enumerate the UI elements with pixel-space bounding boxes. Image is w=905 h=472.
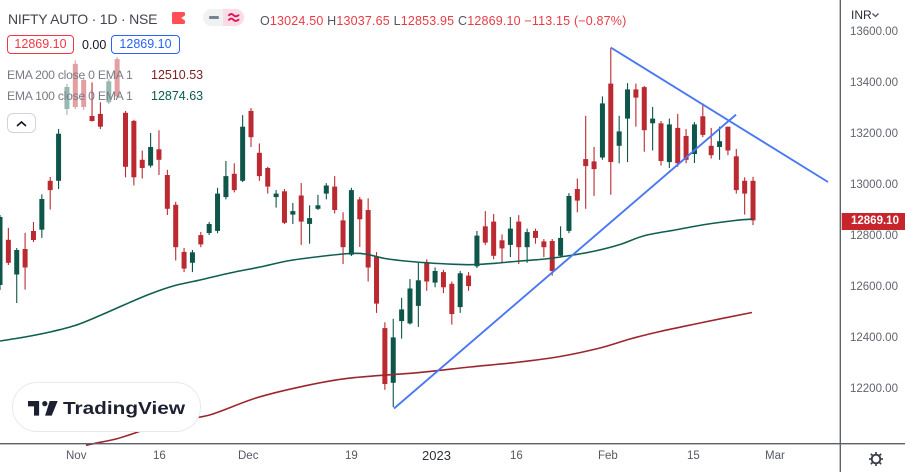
svg-text:TradingView: TradingView <box>63 398 185 418</box>
